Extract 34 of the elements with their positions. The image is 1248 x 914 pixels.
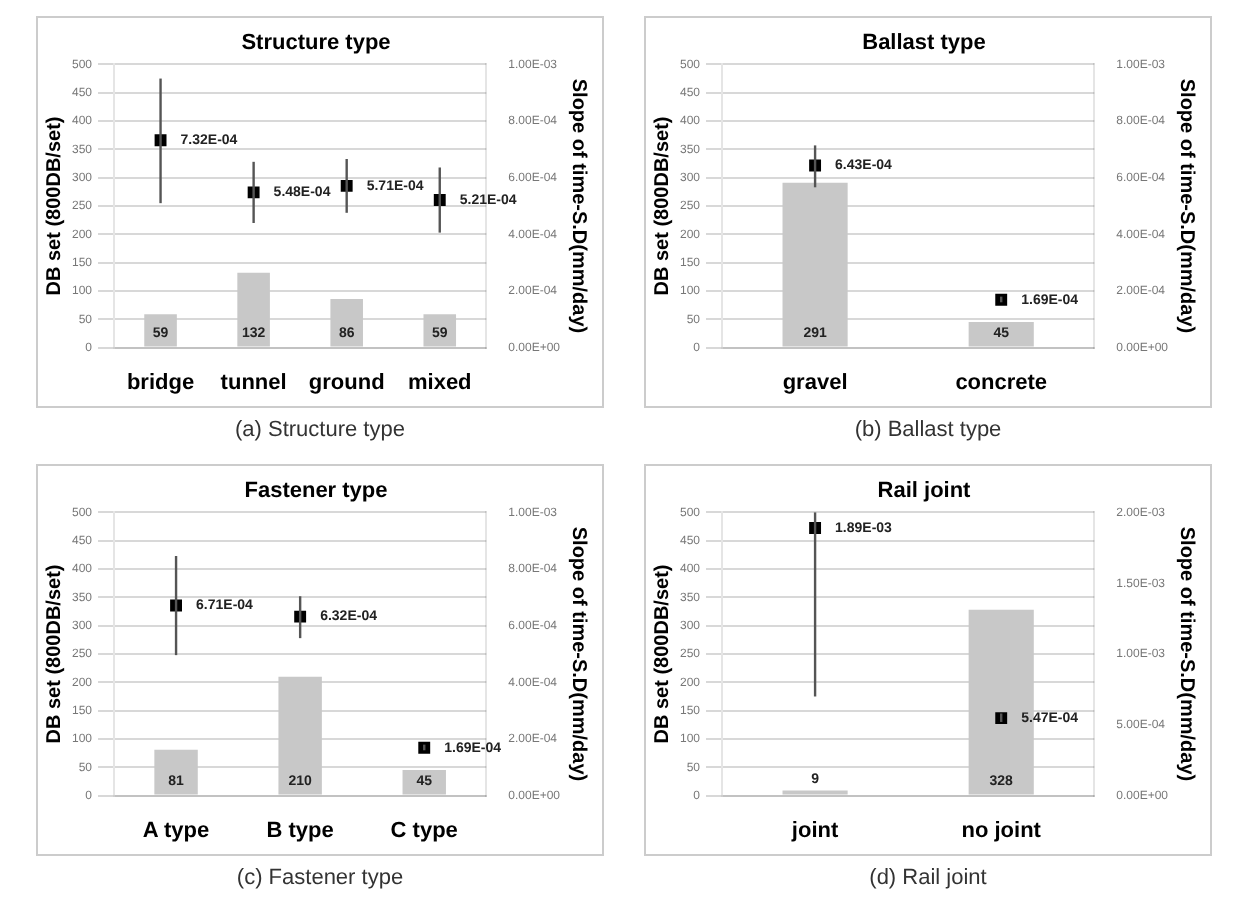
bar [144, 314, 177, 347]
text: (d) Rail joint [869, 866, 987, 890]
bar [402, 770, 446, 795]
x-tick-label: mixed [407, 370, 472, 395]
chart-title: Structure type [241, 31, 391, 56]
y2-axis-title: Slope of time-S.D(mm/day) [566, 78, 589, 334]
bar [237, 272, 270, 347]
x-tick-label: B type [266, 818, 334, 843]
text: (b) Ballast type [854, 418, 1002, 442]
bar [423, 314, 457, 347]
y-axis-title: DB set (800DB/set) [651, 116, 674, 296]
x-tick-label: A type [142, 818, 210, 843]
bar [330, 298, 363, 347]
x-tick-label: concrete [955, 370, 1048, 395]
x-tick-label: tunnel [220, 370, 287, 395]
x-tick-label: bridge [126, 370, 195, 395]
bar [154, 749, 198, 795]
y-axis-title: DB set (800DB/set) [43, 116, 66, 296]
chart-title: Ballast type [862, 31, 986, 56]
x-tick-label: gravel [782, 370, 848, 395]
text: (c) Fastener type [236, 866, 404, 890]
x-tick-label: ground [308, 370, 385, 395]
chart-title: Rail joint [877, 479, 972, 504]
y-axis-title: DB set (800DB/set) [43, 564, 66, 744]
chart-title: Fastener type [244, 479, 388, 504]
y-axis-title: DB set (800DB/set) [651, 564, 674, 744]
y2-axis-title: Slope of time-S.D(mm/day) [1174, 78, 1197, 334]
x-tick-label: joint [789, 818, 839, 843]
x-tick-label: C type [390, 818, 458, 843]
x-tick-label: no joint [961, 818, 1042, 843]
text: (a) Structure type [235, 418, 405, 442]
y2-axis-title: Slope of time-S.D(mm/day) [566, 526, 589, 782]
y2-axis-title: Slope of time-S.D(mm/day) [1174, 526, 1197, 782]
bar [278, 676, 322, 795]
